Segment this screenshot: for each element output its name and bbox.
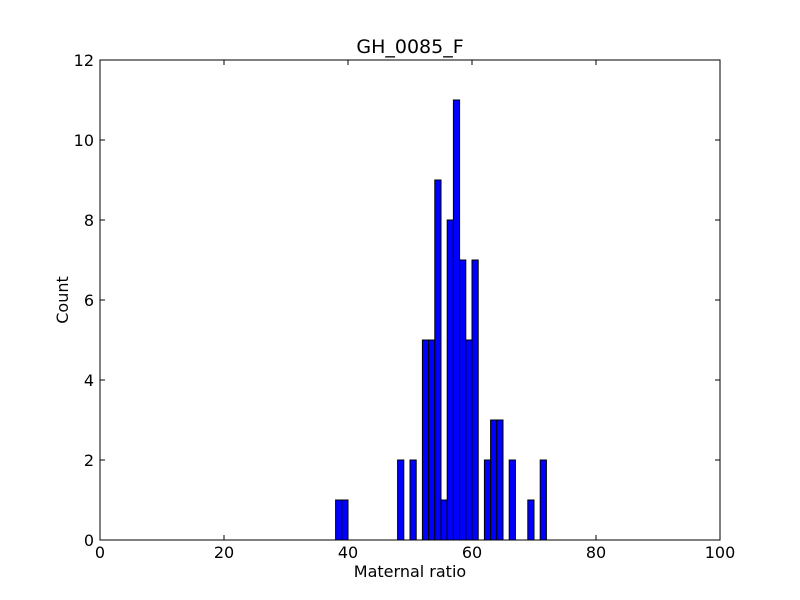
histogram-bar <box>527 499 535 541</box>
histogram-bar <box>496 419 504 541</box>
histogram-bar <box>421 339 430 541</box>
histogram-bar <box>440 499 448 541</box>
y-axis-ticks: 0 2 4 6 8 10 12 <box>74 51 720 550</box>
x-axis-ticks: 0 20 40 60 80 100 <box>95 60 735 562</box>
histogram-bar <box>465 339 473 541</box>
histogram-bar <box>490 419 498 541</box>
histogram-bar <box>335 499 343 541</box>
x-tick-label: 100 <box>705 543 736 562</box>
histogram-bar <box>446 219 454 541</box>
x-tick-label: 40 <box>338 543 358 562</box>
y-tick-label: 10 <box>74 131 94 150</box>
x-tick-label: 80 <box>586 543 606 562</box>
histogram-bar <box>434 179 442 541</box>
x-axis-label: Maternal ratio <box>354 562 466 581</box>
y-tick-label: 2 <box>84 451 94 470</box>
chart-title: GH_0085_F <box>356 36 463 58</box>
histogram-bar <box>452 99 461 541</box>
x-tick-label: 0 <box>95 543 105 562</box>
y-axis-label: Count <box>53 276 72 324</box>
x-tick-label: 20 <box>214 543 234 562</box>
y-tick-label: 0 <box>84 531 94 550</box>
histogram-bar <box>483 459 492 541</box>
histogram-bar <box>397 459 405 541</box>
histogram-bar <box>341 499 349 541</box>
histogram-bar <box>428 339 436 541</box>
y-tick-label: 8 <box>84 211 94 230</box>
y-tick-label: 6 <box>84 291 94 310</box>
histogram-bar <box>409 459 417 541</box>
y-tick-label: 12 <box>74 51 94 70</box>
histogram-bar <box>471 259 479 541</box>
histogram-bar <box>508 459 516 541</box>
x-tick-label: 60 <box>462 543 482 562</box>
y-tick-label: 4 <box>84 371 94 390</box>
histogram-bar <box>459 259 467 541</box>
histogram-bar <box>539 459 547 541</box>
